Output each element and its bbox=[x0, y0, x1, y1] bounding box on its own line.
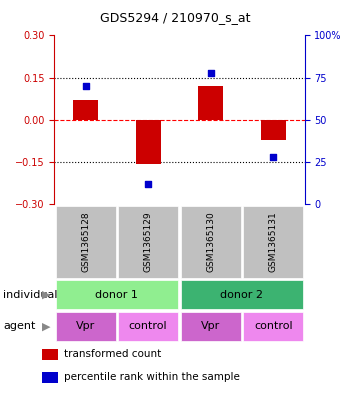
Text: Vpr: Vpr bbox=[201, 321, 220, 331]
Text: ▶: ▶ bbox=[42, 321, 51, 331]
Text: agent: agent bbox=[4, 321, 36, 331]
Text: donor 1: donor 1 bbox=[95, 290, 138, 300]
Bar bbox=[56, 312, 116, 341]
Bar bbox=[42, 371, 58, 383]
Text: percentile rank within the sample: percentile rank within the sample bbox=[64, 372, 239, 382]
Bar bbox=[73, 100, 98, 120]
Text: GSM1365131: GSM1365131 bbox=[269, 211, 278, 272]
Point bbox=[83, 83, 88, 89]
Text: individual: individual bbox=[4, 290, 58, 300]
Text: GSM1365129: GSM1365129 bbox=[144, 211, 153, 272]
Bar bbox=[181, 206, 241, 277]
Text: donor 2: donor 2 bbox=[220, 290, 264, 300]
Bar bbox=[135, 120, 161, 163]
Text: GDS5294 / 210970_s_at: GDS5294 / 210970_s_at bbox=[100, 11, 250, 24]
Text: control: control bbox=[254, 321, 293, 331]
Bar bbox=[56, 280, 178, 309]
Bar bbox=[118, 206, 178, 277]
Text: Vpr: Vpr bbox=[76, 321, 95, 331]
Text: ▶: ▶ bbox=[42, 290, 51, 300]
Bar bbox=[118, 312, 178, 341]
Point bbox=[145, 181, 151, 187]
Bar bbox=[181, 312, 241, 341]
Text: control: control bbox=[129, 321, 167, 331]
Point bbox=[271, 154, 276, 160]
Point bbox=[208, 70, 213, 76]
Bar bbox=[181, 280, 303, 309]
Bar bbox=[42, 349, 58, 360]
Text: GSM1365128: GSM1365128 bbox=[81, 211, 90, 272]
Text: transformed count: transformed count bbox=[64, 349, 161, 359]
Bar bbox=[243, 312, 303, 341]
Bar bbox=[198, 86, 223, 120]
Bar bbox=[243, 206, 303, 277]
Bar bbox=[56, 206, 116, 277]
Text: GSM1365130: GSM1365130 bbox=[206, 211, 215, 272]
Bar bbox=[261, 120, 286, 140]
